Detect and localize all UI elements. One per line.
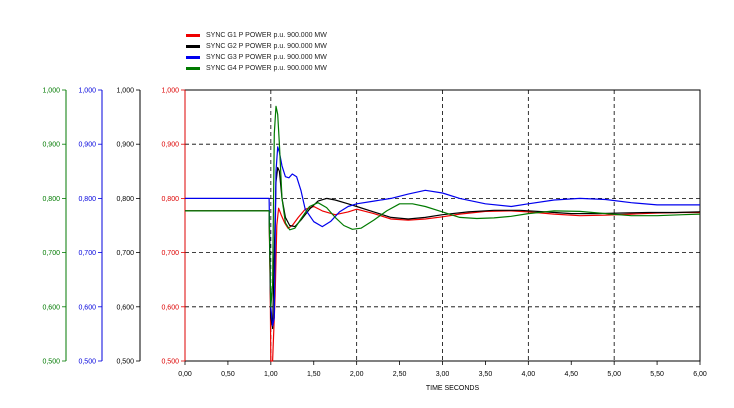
y-tick-label: 0,600 bbox=[161, 304, 179, 311]
y-tick-label: 0,700 bbox=[42, 250, 60, 257]
x-tick-label: 3,00 bbox=[436, 371, 450, 378]
y-tick-label: 0,600 bbox=[78, 304, 96, 311]
y-tick-label: 0,700 bbox=[116, 250, 134, 257]
y-tick-label: 0,900 bbox=[116, 142, 134, 149]
series-line-g3 bbox=[185, 146, 700, 327]
y-tick-label: 1,000 bbox=[116, 88, 134, 95]
x-tick-label: 0,50 bbox=[221, 371, 235, 378]
series-line-g1 bbox=[185, 205, 700, 362]
series-line-g4 bbox=[185, 105, 701, 308]
legend-label-g4: SYNC G4 P POWER p.u. 900.000 MW bbox=[206, 65, 327, 72]
x-tick-label: 1,00 bbox=[264, 371, 278, 378]
y-tick-label: 0,900 bbox=[78, 142, 96, 149]
x-tick-label: 0,00 bbox=[178, 371, 192, 378]
x-tick-label: 5,50 bbox=[650, 371, 664, 378]
x-tick-label: 3,50 bbox=[479, 371, 493, 378]
legend-label-g2: SYNC G2 P POWER p.u. 900.000 MW bbox=[206, 43, 327, 50]
y-tick-label: 0,600 bbox=[116, 304, 134, 311]
y-tick-label: 0,500 bbox=[161, 359, 179, 366]
x-axis-label: TIME SECONDS bbox=[426, 385, 480, 392]
y-tick-label: 0,700 bbox=[161, 250, 179, 257]
y-tick-label: 1,000 bbox=[42, 88, 60, 95]
y-tick-label: 0,900 bbox=[161, 142, 179, 149]
series-line-g2 bbox=[185, 166, 701, 330]
legend-label-g3: SYNC G3 P POWER p.u. 900.000 MW bbox=[206, 54, 327, 61]
x-tick-label: 1,50 bbox=[307, 371, 321, 378]
x-tick-label: 2,00 bbox=[350, 371, 364, 378]
legend-swatch-g2 bbox=[186, 45, 200, 48]
x-tick-label: 2,50 bbox=[393, 371, 407, 378]
legend-label-g1: SYNC G1 P POWER p.u. 900.000 MW bbox=[206, 32, 327, 39]
x-tick-label: 6,00 bbox=[693, 371, 707, 378]
x-tick-label: 4,50 bbox=[564, 371, 578, 378]
y-tick-label: 0,700 bbox=[78, 250, 96, 257]
legend-swatch-g3 bbox=[186, 56, 200, 59]
y-tick-label: 0,800 bbox=[116, 196, 134, 203]
y-tick-label: 0,800 bbox=[42, 196, 60, 203]
y-tick-label: 0,500 bbox=[116, 359, 134, 366]
y-tick-label: 0,800 bbox=[78, 196, 96, 203]
y-tick-label: 0,600 bbox=[42, 304, 60, 311]
x-tick-label: 5,00 bbox=[607, 371, 621, 378]
y-tick-label: 1,000 bbox=[161, 88, 179, 95]
y-tick-label: 0,800 bbox=[161, 196, 179, 203]
y-tick-label: 1,000 bbox=[78, 88, 96, 95]
legend-swatch-g1 bbox=[186, 34, 200, 37]
legend-swatch-g4 bbox=[186, 67, 200, 70]
x-tick-label: 4,00 bbox=[522, 371, 536, 378]
y-tick-label: 0,500 bbox=[42, 359, 60, 366]
y-tick-label: 0,500 bbox=[78, 359, 96, 366]
y-tick-label: 0,900 bbox=[42, 142, 60, 149]
